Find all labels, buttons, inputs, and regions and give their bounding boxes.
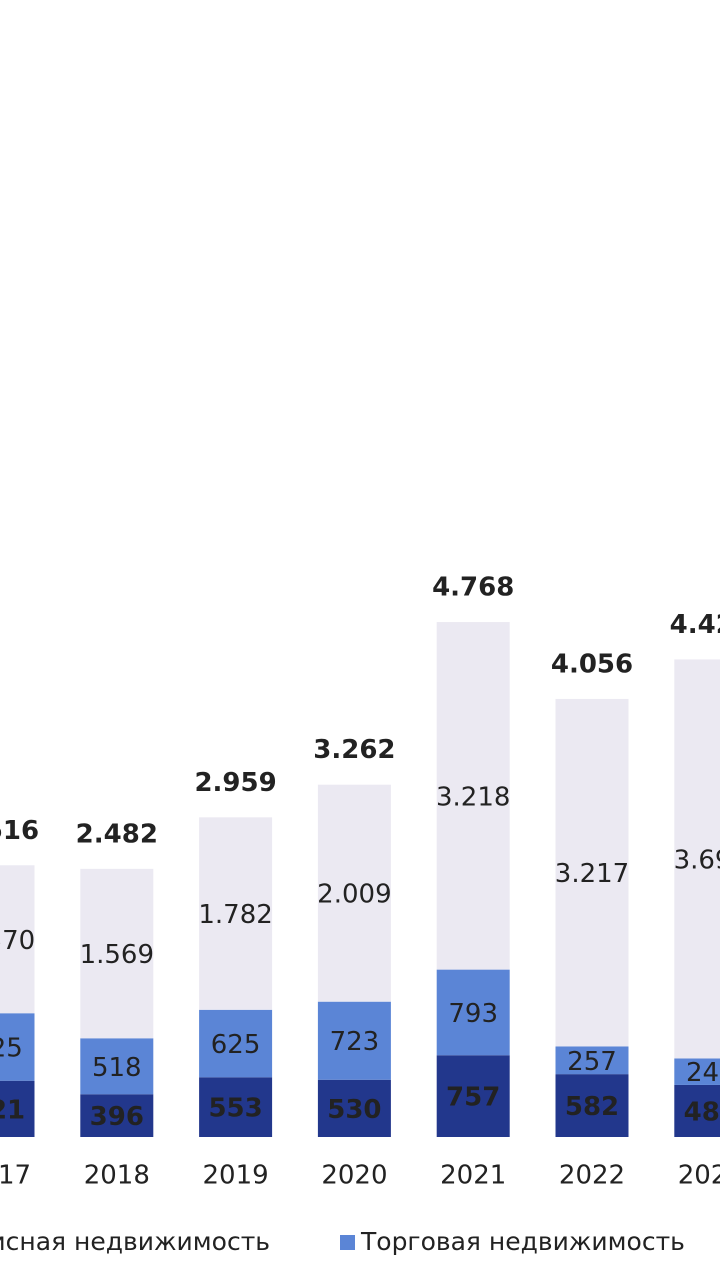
value-label: 521: [0, 1095, 25, 1125]
bar-segment: [674, 1084, 720, 1137]
x-tick-label: 2021: [440, 1161, 506, 1191]
value-label: 482: [684, 1097, 720, 1127]
value-label: 625: [211, 1030, 261, 1060]
value-label: 257: [567, 1047, 617, 1077]
total-label: 2.482: [76, 819, 158, 849]
total-label: 3.262: [313, 735, 395, 765]
value-label: 582: [565, 1092, 619, 1122]
x-tick-label: 2019: [203, 1161, 269, 1191]
bar-segment: [0, 1013, 35, 1081]
bar-segment: [0, 1080, 35, 1137]
bar-segment: [555, 1046, 629, 1075]
bar-segment: [80, 1094, 154, 1137]
total-label: 4.056: [551, 649, 633, 679]
total-label: 2.959: [194, 768, 276, 798]
value-label: 518: [92, 1053, 142, 1083]
bar-segment: [80, 868, 154, 1039]
bar-segment: [555, 1074, 629, 1137]
value-label: 2.009: [317, 880, 391, 910]
x-tick-label: 2018: [84, 1161, 150, 1191]
value-label: 3.218: [436, 782, 510, 812]
total-label: 4.422: [670, 610, 720, 640]
bar-segment: [674, 659, 720, 1059]
bar-segment: [555, 698, 629, 1047]
value-label: 723: [330, 1027, 380, 1057]
value-label: 625: [0, 1033, 23, 1063]
bar-segment: [0, 865, 35, 1014]
legend-label: Торговая недвижимость: [360, 1227, 685, 1256]
x-tick-label: 2017: [0, 1161, 31, 1191]
x-tick-label: 2022: [559, 1161, 625, 1191]
bar-segment: [436, 1055, 510, 1137]
bar-segment: [80, 1038, 154, 1095]
bar-segment: [674, 1058, 720, 1085]
value-label: 245: [686, 1058, 720, 1088]
value-label: 396: [90, 1102, 144, 1132]
legend-swatch: [340, 1235, 355, 1250]
value-label: 3.217: [555, 859, 629, 889]
value-label: 530: [327, 1095, 381, 1125]
bar-segment: [317, 1079, 391, 1137]
value-label: 1.569: [80, 940, 154, 970]
bar-segment: [317, 1001, 391, 1080]
bar-segment: [199, 1009, 273, 1078]
total-label: 2.516: [0, 816, 39, 846]
value-label: 793: [448, 999, 498, 1029]
bar-segment: [436, 622, 510, 970]
bar-segment: [317, 784, 391, 1002]
value-label: 553: [208, 1094, 262, 1124]
bar-segment: [199, 1077, 273, 1137]
x-tick-label: 2020: [321, 1161, 387, 1191]
value-label: 3.695: [674, 845, 720, 875]
x-tick-label: 2023: [678, 1161, 720, 1191]
value-label: 1.370: [0, 926, 35, 956]
total-label: 4.768: [432, 573, 514, 603]
value-label: 757: [446, 1083, 500, 1113]
legend-label: Офисная недвижимость: [0, 1227, 270, 1256]
value-label: 1.782: [198, 900, 272, 930]
bar-segment: [436, 969, 510, 1056]
bar-segment: [199, 817, 273, 1010]
